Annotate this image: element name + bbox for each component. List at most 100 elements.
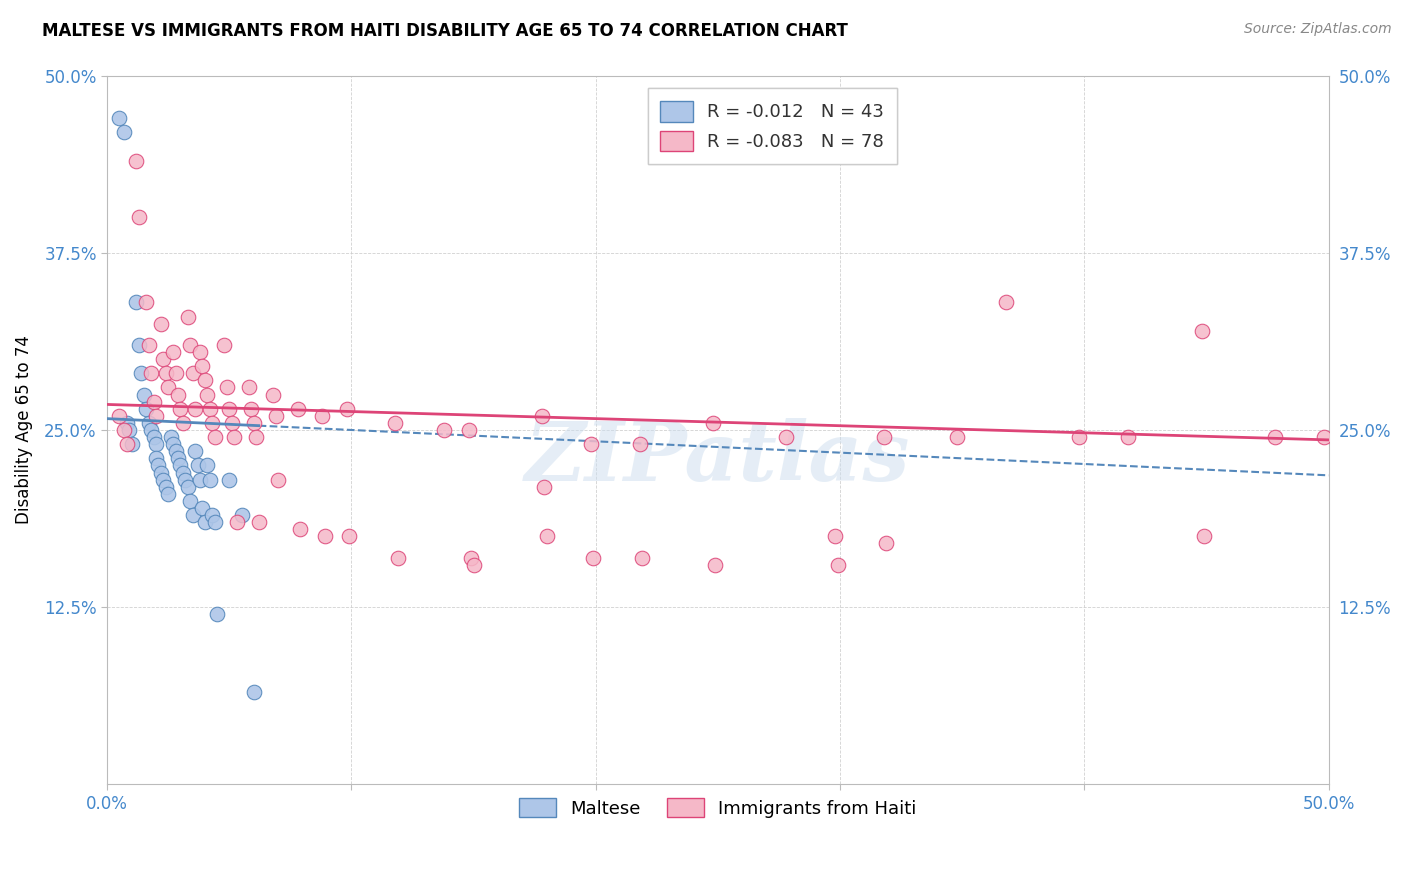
- Point: [195, 387, 218, 401]
- Point: [112, 423, 135, 437]
- Point: [264, 409, 287, 423]
- Point: [218, 401, 240, 416]
- Point: [1192, 529, 1215, 543]
- Point: [457, 423, 479, 437]
- Point: [177, 480, 200, 494]
- Point: [172, 416, 194, 430]
- Point: [287, 401, 309, 416]
- Point: [262, 387, 284, 401]
- Point: [187, 458, 209, 473]
- Point: [702, 416, 724, 430]
- Point: [149, 466, 172, 480]
- Point: [138, 338, 160, 352]
- Point: [242, 685, 264, 699]
- Point: [191, 359, 214, 374]
- Point: [148, 458, 170, 473]
- Point: [225, 515, 247, 529]
- Point: [463, 558, 485, 572]
- Point: [201, 508, 224, 522]
- Point: [194, 373, 217, 387]
- Point: [224, 430, 246, 444]
- Point: [152, 473, 174, 487]
- Point: [138, 416, 160, 430]
- Point: [188, 345, 211, 359]
- Point: [1191, 324, 1213, 338]
- Point: [314, 529, 336, 543]
- Point: [145, 451, 167, 466]
- Point: [221, 416, 243, 430]
- Point: [218, 473, 240, 487]
- Point: [267, 473, 290, 487]
- Point: [169, 458, 191, 473]
- Point: [152, 352, 174, 367]
- Point: [631, 550, 654, 565]
- Point: [433, 423, 456, 437]
- Point: [167, 451, 190, 466]
- Point: [198, 473, 221, 487]
- Point: [215, 380, 238, 394]
- Y-axis label: Disability Age 65 to 74: Disability Age 65 to 74: [15, 335, 32, 524]
- Point: [155, 366, 177, 380]
- Point: [128, 338, 150, 352]
- Point: [135, 401, 157, 416]
- Point: [145, 437, 167, 451]
- Point: [204, 515, 226, 529]
- Point: [204, 430, 226, 444]
- Point: [135, 295, 157, 310]
- Point: [108, 409, 131, 423]
- Point: [145, 409, 167, 423]
- Point: [132, 387, 155, 401]
- Legend: Maltese, Immigrants from Haiti: Maltese, Immigrants from Haiti: [512, 791, 924, 825]
- Point: [704, 558, 727, 572]
- Point: [165, 444, 187, 458]
- Point: [995, 295, 1018, 310]
- Text: Source: ZipAtlas.com: Source: ZipAtlas.com: [1244, 22, 1392, 37]
- Point: [167, 387, 190, 401]
- Point: [214, 338, 236, 352]
- Point: [460, 550, 482, 565]
- Point: [201, 416, 224, 430]
- Point: [194, 515, 217, 529]
- Point: [582, 550, 605, 565]
- Point: [238, 380, 260, 394]
- Point: [579, 437, 602, 451]
- Point: [231, 508, 253, 522]
- Point: [128, 211, 150, 225]
- Point: [288, 522, 311, 536]
- Point: [142, 394, 165, 409]
- Text: ZIPatlas: ZIPatlas: [526, 418, 911, 499]
- Point: [198, 401, 221, 416]
- Point: [179, 338, 201, 352]
- Point: [1264, 430, 1286, 444]
- Point: [311, 409, 333, 423]
- Point: [205, 607, 228, 622]
- Point: [142, 430, 165, 444]
- Point: [125, 295, 148, 310]
- Point: [946, 430, 969, 444]
- Point: [337, 529, 360, 543]
- Point: [179, 494, 201, 508]
- Point: [1118, 430, 1140, 444]
- Point: [121, 437, 143, 451]
- Point: [115, 437, 138, 451]
- Point: [157, 380, 180, 394]
- Point: [536, 529, 558, 543]
- Point: [1313, 430, 1336, 444]
- Point: [159, 430, 181, 444]
- Point: [824, 529, 846, 543]
- Point: [172, 466, 194, 480]
- Point: [169, 401, 191, 416]
- Point: [155, 480, 177, 494]
- Point: [162, 345, 184, 359]
- Point: [118, 423, 141, 437]
- Point: [247, 515, 270, 529]
- Point: [149, 317, 172, 331]
- Point: [628, 437, 651, 451]
- Point: [775, 430, 797, 444]
- Point: [174, 473, 197, 487]
- Point: [530, 409, 553, 423]
- Point: [125, 153, 148, 168]
- Point: [139, 423, 162, 437]
- Point: [384, 416, 406, 430]
- Point: [242, 416, 264, 430]
